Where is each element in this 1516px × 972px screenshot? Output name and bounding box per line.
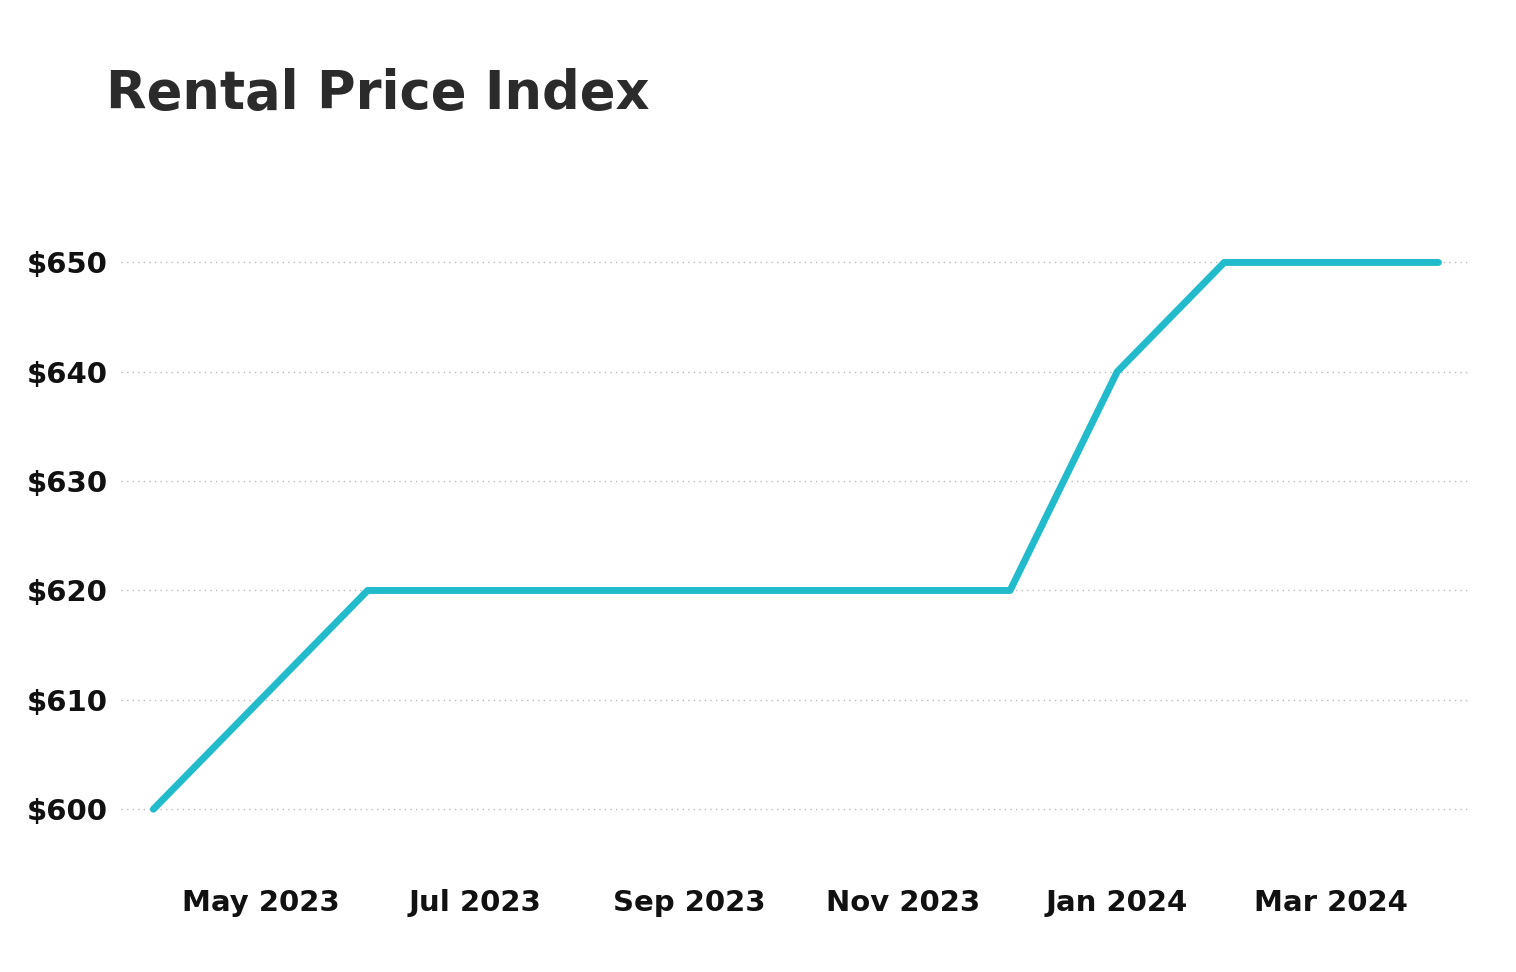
Text: Rental Price Index: Rental Price Index (106, 68, 650, 120)
